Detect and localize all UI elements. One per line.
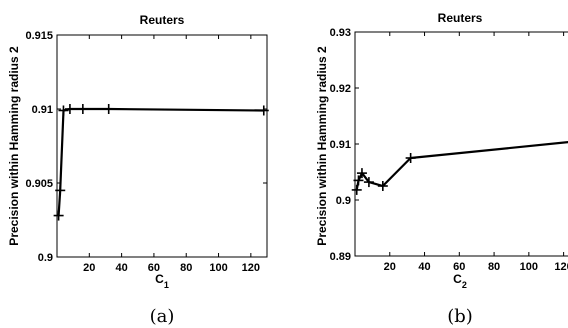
x-tick-label: 20 (83, 262, 95, 274)
x-ticks-b: 20 40 60 80 100 120 (384, 32, 568, 273)
y-tick-label: 0.89 (330, 251, 351, 263)
chart-title-a: Reuters (140, 13, 185, 27)
x-axis-label-main-a: C (155, 272, 164, 286)
x-tick-label: 40 (115, 262, 127, 274)
x-tick-label: 120 (242, 262, 260, 274)
x-axis-label-a: C1 (155, 272, 169, 290)
caption-a: (a) (150, 306, 175, 327)
y-tick-label: 0.915 (25, 30, 53, 42)
data-point-marker (377, 181, 388, 191)
chart-title-b: Reuters (438, 11, 483, 25)
data-point-marker (258, 105, 269, 116)
x-axis-label-sub-b: 2 (462, 280, 467, 290)
data-point-marker (351, 184, 362, 195)
series-b (351, 141, 568, 195)
y-axis-label-b: Precision within Hamming radius 2 (315, 46, 329, 246)
x-tick-label: 120 (554, 261, 568, 273)
data-point-marker (353, 175, 364, 186)
data-point-marker (77, 104, 88, 114)
y-axis-label-a: Precision within Hamming radius 2 (7, 46, 21, 246)
data-point-marker (55, 185, 66, 196)
plot-area-a (56, 34, 268, 258)
data-point-marker (356, 168, 367, 179)
y-tick-label: 0.93 (330, 27, 351, 39)
plot-area-b (354, 31, 568, 257)
data-point-marker (103, 104, 114, 114)
y-ticks-b: 0.89 0.9 0.91 0.92 0.93 (330, 27, 359, 263)
x-tick-label: 100 (209, 262, 227, 274)
y-ticks-a: 0.9 0.905 0.91 0.915 (25, 30, 267, 264)
x-axis-label-sub-a: 1 (164, 280, 169, 290)
y-tick-label: 0.91 (32, 104, 53, 116)
panel-a: Reuters Precision within Hamming radius … (7, 13, 269, 327)
data-point-marker (53, 210, 64, 221)
x-tick-label: 80 (488, 261, 500, 273)
series-a (53, 104, 269, 221)
data-point-marker (363, 177, 374, 188)
caption-b: (b) (447, 306, 473, 327)
x-tick-label: 80 (180, 262, 192, 274)
y-tick-label: 0.9 (38, 252, 53, 264)
panel-b: Reuters Precision within Hamming radius … (315, 11, 568, 327)
x-tick-label: 100 (520, 261, 538, 273)
y-tick-label: 0.9 (336, 195, 351, 207)
x-axis-label-b: C2 (453, 272, 467, 290)
data-point-marker (405, 153, 416, 163)
x-tick-label: 60 (453, 261, 465, 273)
y-tick-label: 0.91 (330, 139, 351, 151)
x-tick-label: 60 (148, 262, 160, 274)
y-tick-label: 0.92 (330, 83, 351, 95)
y-tick-label: 0.905 (25, 178, 53, 190)
data-point-marker (64, 104, 75, 114)
x-ticks-a: 20 40 60 80 100 120 (83, 35, 260, 274)
x-tick-label: 40 (418, 261, 430, 273)
x-axis-label-main-b: C (453, 272, 462, 286)
data-point-marker (58, 105, 69, 116)
x-tick-label: 20 (384, 261, 396, 273)
